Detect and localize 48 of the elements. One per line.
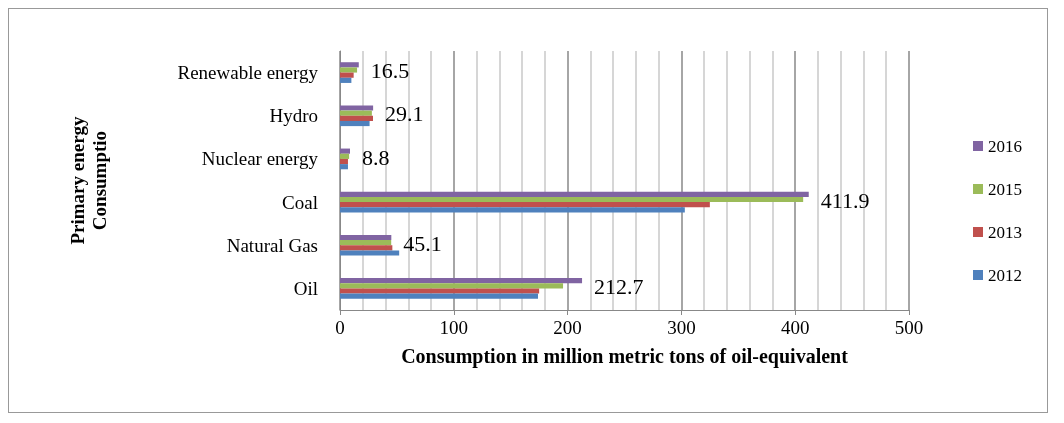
legend-label: 2015	[988, 179, 1022, 199]
y-tick-label: Oil	[293, 277, 318, 299]
legend-label: 2012	[988, 265, 1022, 285]
bar	[340, 62, 359, 68]
bar	[340, 234, 392, 241]
bar	[340, 196, 804, 203]
bar	[340, 153, 350, 159]
y-tick-label: Hydro	[269, 105, 318, 127]
bar	[340, 67, 358, 73]
x-tick-label: 200	[553, 317, 582, 338]
bar	[340, 240, 392, 246]
bar	[340, 278, 583, 284]
x-tick-label: 300	[667, 317, 696, 338]
bar	[340, 77, 352, 83]
bar	[340, 288, 540, 294]
y-tick-label: Nuclear energy	[201, 148, 319, 170]
bar	[340, 283, 564, 289]
data-label: 45.1	[403, 230, 442, 256]
bar	[340, 158, 348, 165]
bar	[340, 164, 348, 170]
data-label: 16.5	[370, 58, 410, 84]
x-axis-title: Consumption in million metric tons of oil-equivalent	[401, 345, 849, 368]
data-label: 411.9	[820, 187, 870, 213]
bar	[340, 72, 354, 78]
bar	[340, 245, 393, 251]
x-tick-label: 0	[335, 317, 345, 338]
bar	[340, 105, 374, 111]
y-tick-label: Coal	[282, 191, 318, 213]
data-label: 212.7	[594, 274, 644, 300]
bar	[340, 191, 809, 197]
data-label: 8.8	[362, 144, 390, 170]
bar	[340, 148, 351, 154]
bar	[340, 115, 373, 121]
y-axis-title: Primary energy Consumptio	[66, 115, 110, 245]
x-tick-label: 500	[894, 317, 924, 338]
legend-label: 2016	[988, 136, 1022, 156]
bar	[340, 250, 400, 256]
data-label: 29.1	[385, 101, 424, 127]
x-tick-label: 400	[780, 317, 810, 338]
y-tick-label: Natural Gas	[226, 234, 318, 256]
bar	[340, 293, 539, 299]
bar	[340, 110, 372, 116]
bar	[340, 120, 370, 127]
bar	[340, 207, 685, 213]
y-tick-label: Renewable energy	[177, 62, 319, 84]
x-tick-label: 100	[439, 317, 469, 338]
legend-label: 2013	[988, 222, 1022, 242]
bar	[340, 202, 710, 208]
